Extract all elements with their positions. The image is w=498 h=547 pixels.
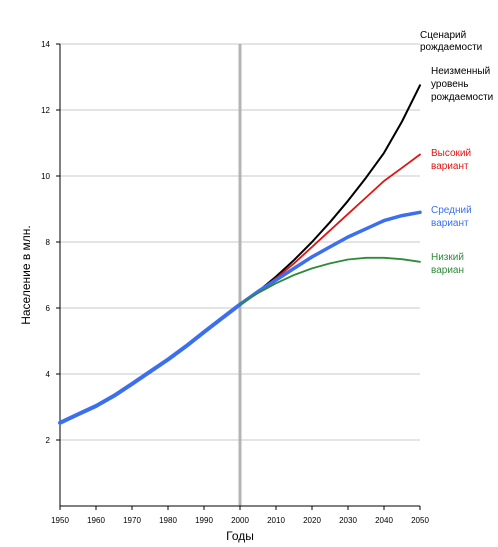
series-label-2: Высокий вариант bbox=[431, 148, 471, 172]
tick-labels: 2 4 6 8 10 12 14 1950 1960 1970 1980 1990 2000 2010 20… bbox=[41, 40, 429, 525]
series-line-3 bbox=[238, 210, 422, 307]
y-tick-label: 4 bbox=[46, 370, 51, 379]
x-tick-label: 2040 bbox=[375, 516, 393, 525]
series-line-0 bbox=[58, 302, 242, 425]
x-tick-label: 2020 bbox=[303, 516, 321, 525]
legend: Сценарий рождаемости Неизменный уровень рожд… bbox=[420, 30, 493, 276]
x-tick-label: 2030 bbox=[339, 516, 357, 525]
series-line-1 bbox=[239, 84, 421, 306]
series-label-1: Неизменный уровень рождаемости bbox=[431, 66, 493, 103]
y-tick-label: 2 bbox=[46, 436, 51, 445]
y-tick-label: 14 bbox=[41, 40, 50, 49]
axes bbox=[56, 43, 421, 510]
x-tick-label: 2000 bbox=[231, 516, 249, 525]
y-axis-title: Население в млн. bbox=[19, 225, 33, 325]
x-tick-label: 1970 bbox=[123, 516, 141, 525]
series-line-4 bbox=[239, 256, 421, 306]
x-tick-label: 2050 bbox=[411, 516, 429, 525]
x-tick-label: 2010 bbox=[267, 516, 285, 525]
x-tick-label: 1990 bbox=[195, 516, 213, 525]
series-label-4: Низкий вариан bbox=[431, 252, 464, 276]
y-tick-label: 12 bbox=[41, 106, 50, 115]
series-line-2 bbox=[239, 153, 421, 306]
x-tick-label: 1950 bbox=[51, 516, 69, 525]
x-tick-label: 1980 bbox=[159, 516, 177, 525]
legend-title: Сценарий рождаемости bbox=[420, 30, 482, 53]
y-tick-label: 8 bbox=[46, 238, 51, 247]
x-axis-title: Годы bbox=[226, 529, 254, 543]
x-tick-label: 1960 bbox=[87, 516, 105, 525]
series-label-3: Средний вариант bbox=[431, 205, 472, 229]
series-lines bbox=[58, 84, 422, 425]
y-tick-label: 10 bbox=[41, 172, 50, 181]
y-tick-label: 6 bbox=[46, 304, 51, 313]
